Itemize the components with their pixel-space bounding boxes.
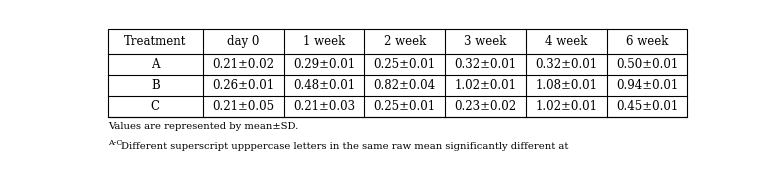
Text: 0.50±0.01: 0.50±0.01 [616, 58, 678, 71]
Text: 3 week: 3 week [464, 35, 507, 48]
Text: 0.48±0.01: 0.48±0.01 [293, 79, 355, 92]
Text: Values are represented by mean±SD.: Values are represented by mean±SD. [108, 122, 298, 131]
Text: 0.21±0.02: 0.21±0.02 [212, 58, 274, 71]
Text: 6 week: 6 week [625, 35, 668, 48]
Text: day 0: day 0 [227, 35, 260, 48]
Text: 0.45±0.01: 0.45±0.01 [616, 100, 678, 113]
Text: 1.08±0.01: 1.08±0.01 [536, 79, 598, 92]
Text: 0.32±0.01: 0.32±0.01 [454, 58, 517, 71]
Text: 0.29±0.01: 0.29±0.01 [293, 58, 355, 71]
Text: 0.26±0.01: 0.26±0.01 [212, 79, 274, 92]
Text: B: B [151, 79, 160, 92]
Text: C: C [151, 100, 160, 113]
Text: 4 week: 4 week [545, 35, 587, 48]
Text: 0.21±0.03: 0.21±0.03 [293, 100, 355, 113]
Text: 0.94±0.01: 0.94±0.01 [616, 79, 678, 92]
Text: 0.25±0.01: 0.25±0.01 [374, 100, 436, 113]
Text: 0.82±0.04: 0.82±0.04 [374, 79, 436, 92]
Text: 1.02±0.01: 1.02±0.01 [454, 79, 516, 92]
Text: 0.25±0.01: 0.25±0.01 [374, 58, 436, 71]
Text: Treatment: Treatment [124, 35, 187, 48]
Text: 0.23±0.02: 0.23±0.02 [454, 100, 517, 113]
Text: 0.21±0.05: 0.21±0.05 [212, 100, 274, 113]
Text: 2 week: 2 week [384, 35, 426, 48]
Bar [108, 29, 687, 117]
Text: 1.02±0.01: 1.02±0.01 [536, 100, 598, 113]
Text: A: A [151, 58, 160, 71]
Text: 0.32±0.01: 0.32±0.01 [536, 58, 598, 71]
Text: 1 week: 1 week [303, 35, 345, 48]
Text: Different superscript upppercase letters in the same raw mean significantly diff: Different superscript upppercase letters… [121, 142, 571, 151]
Text: A-C: A-C [108, 139, 122, 147]
